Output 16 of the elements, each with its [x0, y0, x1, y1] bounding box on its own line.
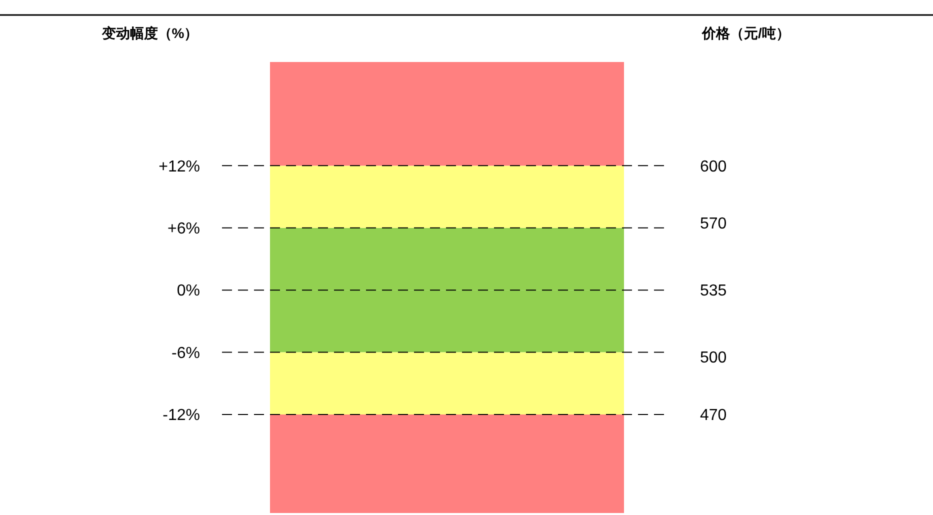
y-tick-label: -12%	[162, 407, 200, 424]
y-tick-label: -6%	[172, 344, 200, 362]
y2-tick-label: 535	[700, 282, 727, 300]
y-tick-label: +6%	[168, 220, 200, 238]
y2-tick-label: 470	[700, 407, 727, 424]
y2-axis-title: 价格（元/吨）	[701, 25, 790, 41]
bar	[270, 352, 624, 415]
y-tick-label: +12%	[158, 158, 200, 176]
y-tick-label: 0%	[176, 282, 200, 300]
bar	[270, 414, 624, 513]
bar	[270, 166, 624, 228]
y2-tick-label: 570	[700, 216, 727, 233]
y-axis-title: 变动幅度（%）	[100, 25, 198, 41]
y2-tick-label: 500	[700, 350, 727, 367]
bar	[270, 62, 624, 166]
y2-tick-label: 600	[700, 158, 727, 176]
